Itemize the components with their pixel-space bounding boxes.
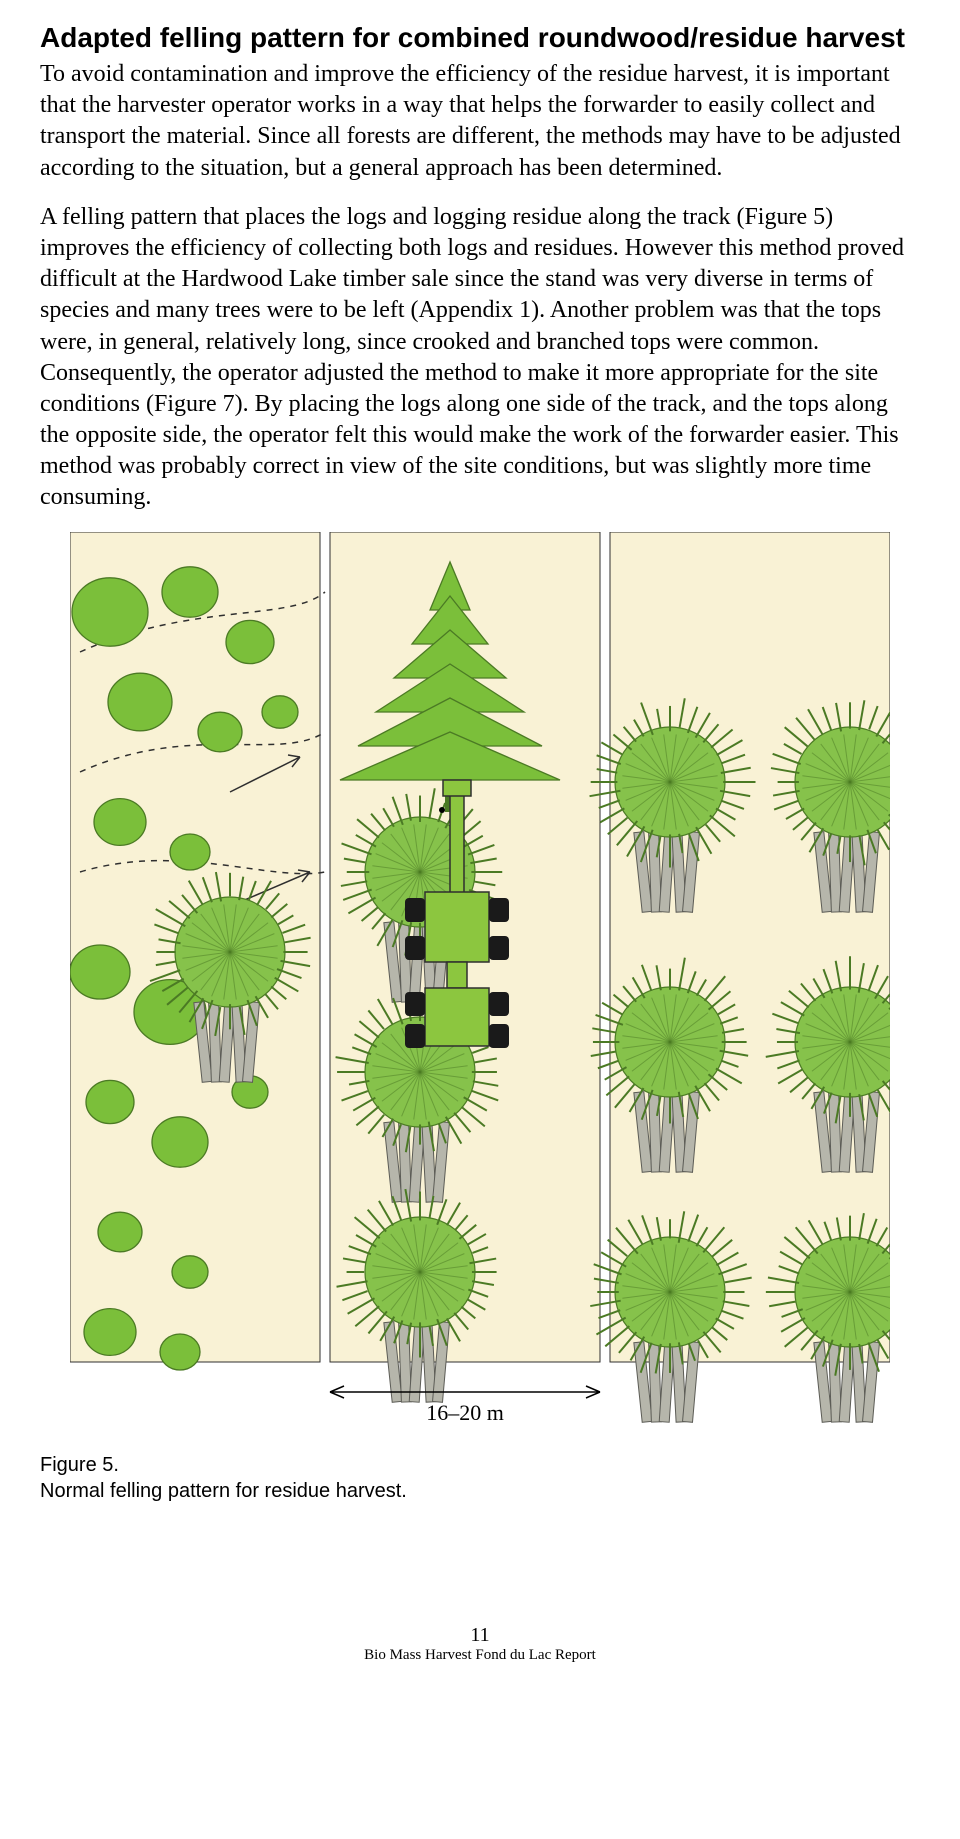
- caption-line-2: Normal felling pattern for residue harve…: [40, 1478, 920, 1504]
- section-heading: Adapted felling pattern for combined rou…: [40, 20, 920, 55]
- paragraph-2: A felling pattern that places the logs a…: [40, 202, 920, 514]
- figure-5-wrap: 16–20 m: [40, 532, 920, 1432]
- paragraph-1: To avoid contamination and improve the e…: [40, 59, 920, 184]
- report-title: Bio Mass Harvest Fond du Lac Report: [40, 1647, 920, 1664]
- page-number: 11: [40, 1624, 920, 1647]
- figure-5-caption: Figure 5. Normal felling pattern for res…: [40, 1452, 920, 1504]
- svg-text:16–20 m: 16–20 m: [426, 1400, 504, 1425]
- page-footer: 11 Bio Mass Harvest Fond du Lac Report: [40, 1624, 920, 1664]
- caption-line-1: Figure 5.: [40, 1452, 920, 1478]
- figure-5-svg: 16–20 m: [70, 532, 890, 1432]
